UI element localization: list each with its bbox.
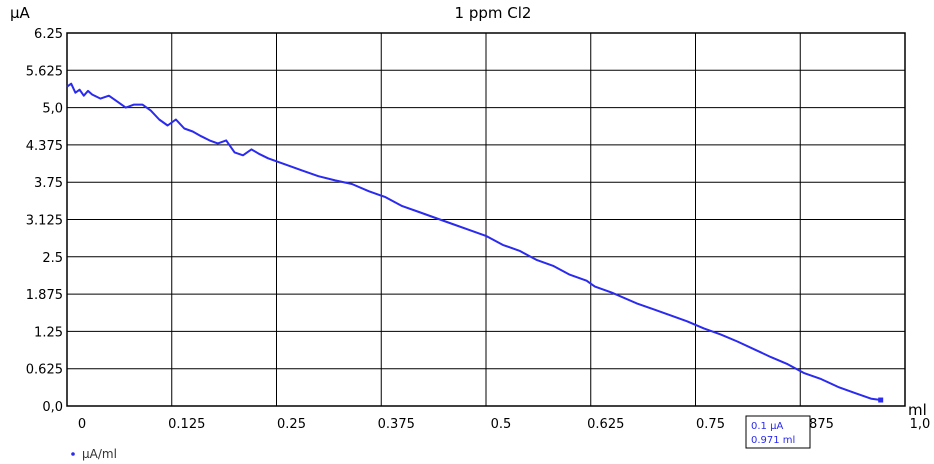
y-tick-label: 0.625 (26, 363, 63, 378)
x-tick-label: 0.125 (168, 417, 205, 432)
chart-title: 1 ppm Cl2 (455, 4, 532, 22)
x-tick-label: 1,0 (910, 417, 931, 432)
y-axis-label: µA (10, 4, 31, 22)
y-tick-label: 1.875 (26, 288, 63, 303)
x-tick-label: 0 (78, 417, 86, 432)
y-tick-label: 1.25 (34, 325, 63, 340)
y-tick-label: 3.125 (26, 214, 63, 229)
legend-label: µA/ml (82, 447, 117, 461)
end-point-marker (878, 397, 884, 403)
y-tick-label: 5,0 (42, 102, 63, 117)
y-tick-label: 0,0 (42, 400, 63, 415)
series-layer (66, 82, 884, 403)
tooltip-box (745, 415, 811, 449)
x-tick-label: 0.625 (587, 417, 624, 432)
x-tick-label: 0.5 (491, 417, 512, 432)
y-tick-label: 6.25 (34, 27, 63, 42)
tooltip: 0.1 µA 0.971 ml (745, 415, 811, 449)
legend-marker (71, 452, 75, 456)
series-line-0 (66, 82, 881, 401)
x-tick-label: 0.75 (696, 417, 725, 432)
y-tick-label: 4.375 (26, 139, 63, 154)
y-tick-label: 3.75 (34, 176, 63, 191)
tooltip-volume: 0.971 ml (751, 435, 795, 446)
tooltip-value: 0.1 µA (751, 421, 783, 432)
y-tick-label: 5.625 (26, 64, 63, 79)
x-axis-label: ml (908, 401, 927, 419)
plot-area-border (66, 32, 906, 407)
legend: µA/ml (71, 447, 117, 461)
x-tick-label: 0.25 (277, 417, 306, 432)
tick-labels: 0 0.125 0.25 0.375 0.5 0.625 0.75 0.875 1,00,00.… (26, 27, 931, 432)
plot-frame (66, 32, 906, 407)
x-tick-label: 0.375 (378, 417, 415, 432)
grid (66, 32, 906, 407)
y-tick-label: 2.5 (42, 251, 63, 266)
